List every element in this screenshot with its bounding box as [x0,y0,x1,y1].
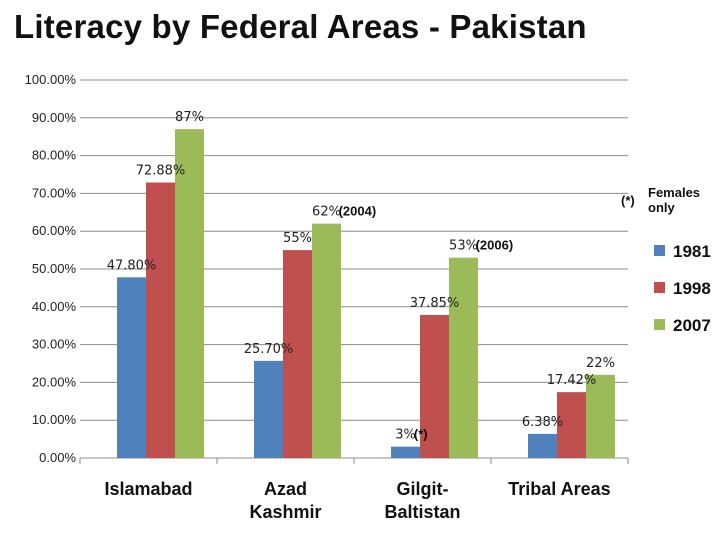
bar-1981 [391,446,420,458]
legend-label: 1998 [673,279,711,298]
x-category-label: Azad Kashmir [249,479,321,522]
data-label: 25.70% [244,342,294,357]
legend-swatch [654,245,665,256]
y-tick-label: 20.00% [32,374,77,389]
bar-1998 [420,314,449,458]
chart-title: Literacy by Federal Areas - Pakistan [14,8,587,45]
bar-1981 [528,433,557,458]
bars [117,129,615,458]
data-label-note: (*) [414,427,428,442]
footnote-text: Females [648,185,700,200]
bar-1981 [254,360,283,458]
data-label: 55% [283,231,312,246]
y-tick-label: 100.00% [25,72,77,87]
x-category-label: Gilgit-Baltistan [384,479,460,522]
bar-2007 [312,223,341,458]
bar-1998 [283,250,312,458]
x-category-label: Islamabad [104,479,192,499]
data-label: 22% [586,356,615,371]
data-labels: 47.80% 25.70% 3%(*) 6.38% 72.88% 55% 37.85% 17.… [107,110,615,443]
data-label: 53% [449,239,478,254]
y-tick-label: 90.00% [32,110,77,125]
x-category-label: Tribal Areas [508,479,610,499]
footnote-mark: (*) [621,193,635,208]
bar-2007 [449,257,478,458]
bar-2007 [586,374,615,458]
data-label: 37.85% [410,296,460,311]
y-tick-label: 70.00% [32,185,77,200]
y-tick-label: 30.00% [32,337,77,352]
legend-swatch [654,319,665,330]
y-tick-label: 0.00% [39,450,76,465]
data-label: 87% [175,110,204,125]
data-label: 3% [395,428,416,443]
data-label: 72.88% [136,164,186,179]
data-label: 17.42% [547,373,597,388]
legend: 1981 1998 2007 [654,242,711,335]
bar-1998 [146,182,175,458]
footnote-text: only [648,200,675,215]
bar-2007 [175,129,204,458]
y-tick-label: 40.00% [32,299,77,314]
bar-1998 [557,392,586,458]
x-axis: Islamabad Azad Kashmir Gilgit-Baltistan Trib… [104,479,610,522]
data-label: 6.38% [522,415,563,430]
legend-label: 1981 [673,242,711,261]
y-tick-label: 60.00% [32,223,77,238]
y-tick-label: 50.00% [32,261,77,276]
legend-swatch [654,282,665,293]
data-label-note: (2004) [339,204,377,219]
legend-label: 2007 [673,316,711,335]
y-tick-label: 80.00% [32,148,77,163]
y-axis: 0.00% 10.00% 20.00% 30.00% 40.00% 50.00% 60.00… [25,72,77,465]
bar-1981 [117,277,146,458]
data-label: 62% [312,205,341,220]
data-label-note: (2006) [476,238,514,253]
y-tick-label: 10.00% [32,412,77,427]
data-label: 47.80% [107,258,157,273]
